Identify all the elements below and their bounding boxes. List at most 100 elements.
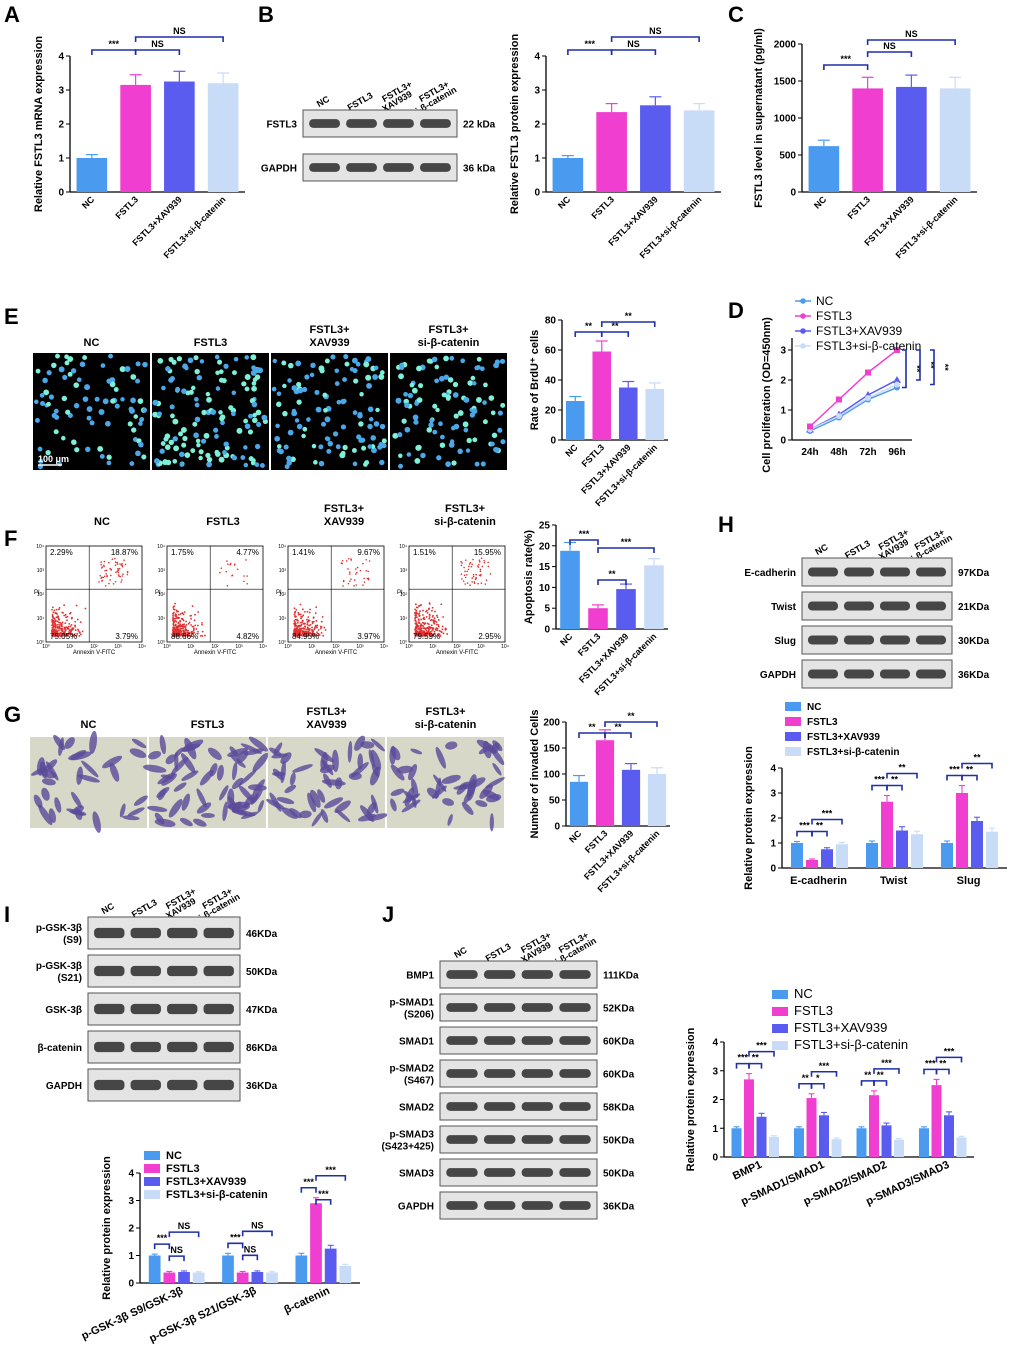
event-dot [322, 634, 325, 637]
invaded-cell [324, 797, 344, 809]
blot-row-label: SMAD2 [399, 1103, 434, 1114]
event-dot [74, 624, 76, 627]
cell-dot [367, 423, 373, 430]
flow-x-tick: 10⁴ [380, 644, 388, 650]
bar [592, 351, 612, 440]
invaded-cell [280, 752, 292, 764]
flow-y-tick: 10¹ [400, 616, 408, 622]
legend-label: FSTL3+si-β-catenin [166, 1189, 268, 1201]
cell-dot [73, 402, 80, 409]
event-dot [478, 561, 481, 563]
event-dot [176, 610, 178, 613]
legend-label: NC [166, 1150, 182, 1162]
blot-band [346, 163, 377, 172]
cell-dot [349, 367, 355, 372]
blot-band [483, 1135, 516, 1144]
x-tick-label: Slug [957, 875, 981, 887]
cell-dot [243, 462, 249, 468]
invaded-cell [64, 737, 75, 749]
event-dot [177, 617, 180, 620]
invaded-cell [390, 788, 405, 796]
cell-dot [164, 444, 171, 451]
cell-dot [210, 409, 217, 415]
blot-kda-label: 47KDa [246, 1005, 278, 1016]
blot-row-label: p-SMAD3 [390, 1130, 435, 1141]
event-dot [64, 613, 67, 616]
cell-dot [287, 378, 292, 383]
blot-kda-label: 22 kDa [463, 120, 496, 131]
cell-dot [244, 373, 251, 380]
blot-band [559, 1102, 591, 1111]
event-dot [307, 630, 310, 633]
panel-label-f: F [4, 526, 17, 551]
cell-dot [432, 429, 438, 435]
sig-label: ** [898, 763, 906, 773]
cell-dot [276, 448, 282, 454]
event-dot [484, 583, 487, 585]
flow-x-label: Annexin V-FITC [315, 650, 358, 656]
invaded-cell [281, 807, 299, 819]
event-dot [420, 618, 422, 621]
event-dot [123, 559, 125, 561]
sig-bracket [315, 1174, 347, 1181]
y-tick-label: 1 [128, 1251, 134, 1262]
bar [222, 1255, 234, 1283]
event-dot [51, 634, 54, 637]
invaded-cell [307, 792, 317, 813]
cell-dot [119, 366, 126, 373]
blot-band [844, 669, 874, 679]
cell-dot [283, 444, 289, 450]
legend-swatch [785, 717, 801, 726]
sig-bracket [860, 1080, 875, 1086]
cell-dot [452, 381, 459, 388]
bar [894, 1139, 904, 1157]
event-dot [430, 632, 433, 635]
cell-dot [353, 378, 359, 384]
cell-dot [198, 449, 204, 455]
invaded-cell [433, 774, 447, 792]
event-dot [191, 625, 194, 628]
cell-dot [138, 441, 144, 448]
cell-dot [313, 460, 318, 465]
event-dot [74, 625, 77, 628]
blot-band [446, 1135, 478, 1144]
event-dot [426, 622, 429, 625]
cell-dot [135, 378, 140, 384]
event-dot [483, 559, 485, 562]
cell-dot [82, 396, 89, 402]
y-tick-label: 1 [770, 839, 776, 850]
event-dot [306, 610, 309, 613]
sig-f-1-label: ** [608, 569, 616, 579]
invaded-cell [230, 754, 246, 768]
y-tick-label: 0 [554, 822, 560, 833]
invaded-cell [71, 791, 82, 808]
event-dot [229, 563, 232, 566]
cell-dot [351, 357, 358, 364]
invaded-cell [69, 810, 87, 816]
event-dot [100, 563, 102, 566]
sig-bracket [935, 1068, 950, 1075]
event-dot [320, 620, 323, 623]
blot-kda-label: 21KDa [958, 602, 990, 613]
cell-dot [375, 407, 380, 413]
cell-dot [302, 426, 308, 432]
cell-dot [214, 451, 221, 457]
event-dot [434, 610, 436, 613]
cell-dot [53, 408, 59, 414]
cell-dot [231, 411, 236, 417]
event-dot [431, 615, 434, 618]
event-dot [191, 605, 194, 608]
flow-x-label: Annexin V-FITC [194, 650, 237, 656]
invaded-cell [251, 789, 263, 805]
event-dot [422, 625, 425, 627]
cell-dot [244, 355, 249, 360]
y-tick-label: 0 [780, 436, 786, 447]
event-dot [424, 622, 427, 625]
event-dot [467, 568, 470, 571]
event-dot [309, 608, 312, 611]
sig-e-1-label: ** [611, 321, 619, 331]
event-dot [114, 564, 117, 567]
event-dot [419, 625, 422, 627]
image-label: NC [81, 719, 97, 731]
